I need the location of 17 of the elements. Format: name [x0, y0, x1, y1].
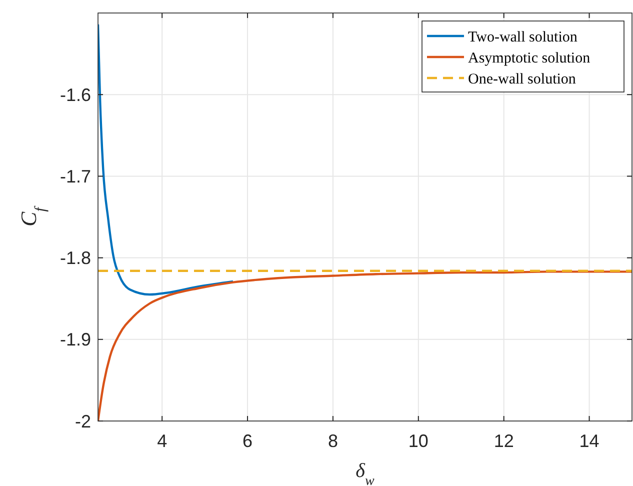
y-tick-label: -1.9: [60, 330, 91, 350]
x-tick-label: 8: [328, 431, 338, 451]
x-tick-label: 6: [242, 431, 253, 451]
x-tick-label: 4: [157, 431, 168, 451]
line-series: [98, 270, 632, 421]
legend-label: One-wall solution: [468, 71, 576, 88]
line-series: [98, 23, 234, 296]
x-tick-label: 12: [494, 431, 514, 451]
x-tick-label: 14: [579, 431, 600, 451]
x-axis-title: δ$_{w}$: [356, 460, 375, 486]
x-tick-label: 10: [408, 431, 428, 451]
legend-label: Two-wall solution: [468, 29, 578, 46]
y-tick-label: -2: [74, 411, 91, 432]
y-tick-label: -1.6: [60, 84, 91, 105]
y-tick-label: -1.7: [60, 166, 91, 186]
legend-label: Asymptotic solution: [468, 50, 591, 66]
y-tick-label: -1.8: [60, 248, 91, 268]
